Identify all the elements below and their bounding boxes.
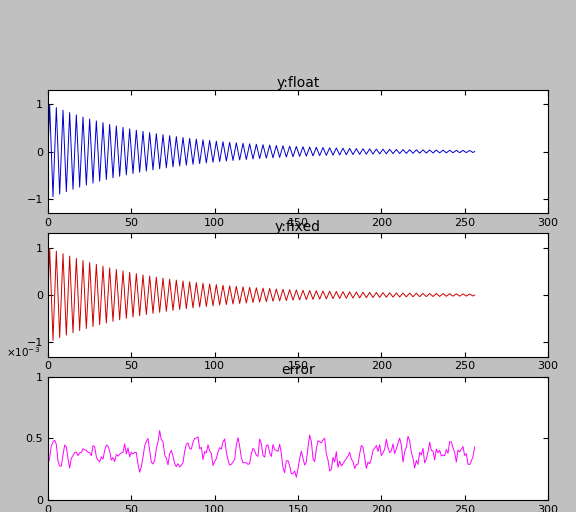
Title: error: error	[281, 363, 315, 377]
Title: y:fixed: y:fixed	[275, 220, 321, 233]
Title: y:float: y:float	[276, 76, 320, 90]
Text: $\times 10^{-3}$: $\times 10^{-3}$	[6, 345, 40, 358]
